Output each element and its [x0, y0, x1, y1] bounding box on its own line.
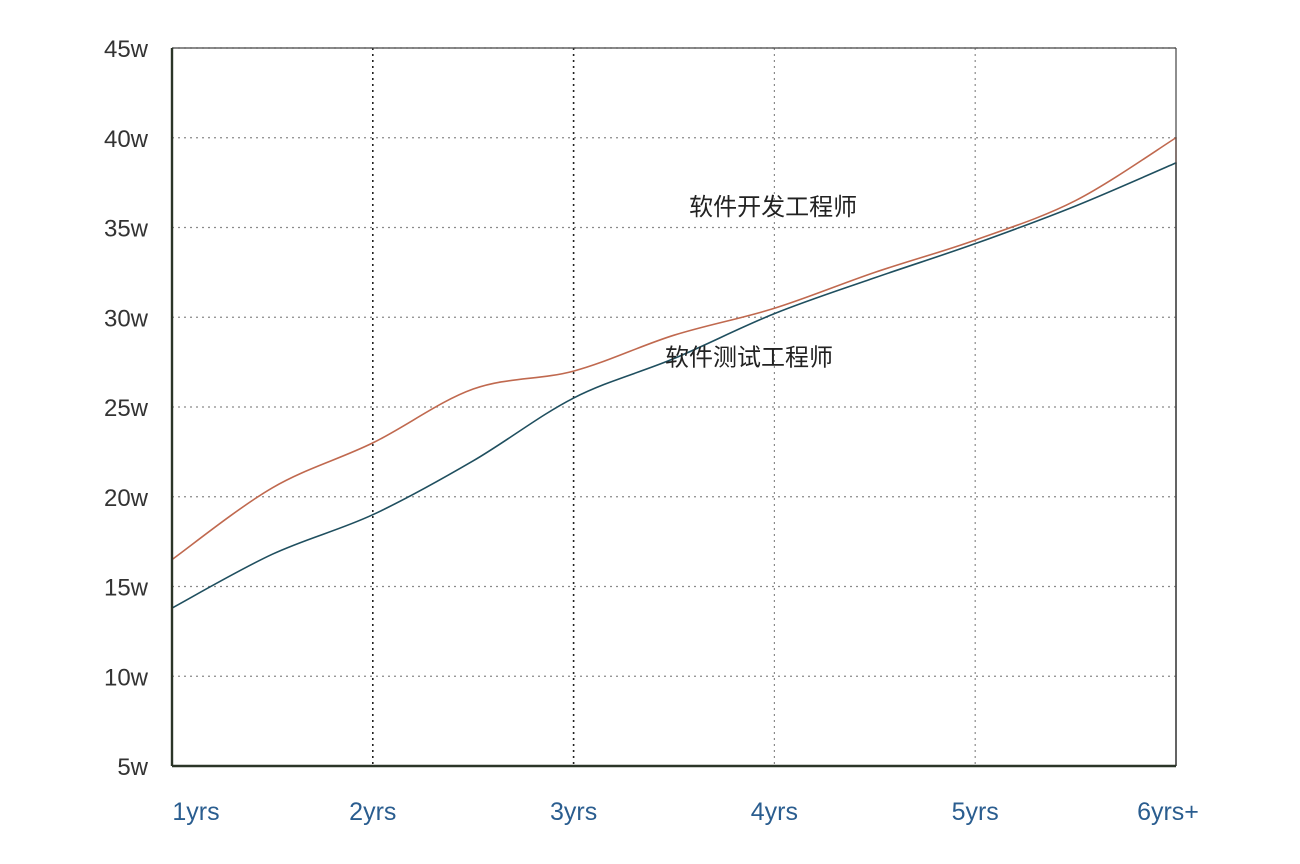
- x-tick-label: 2yrs: [349, 798, 396, 826]
- y-tick-label: 40w: [104, 126, 149, 153]
- y-tick-label: 10w: [104, 664, 149, 691]
- tick-layer: 5w 10w 15w 20w 25w 30w 35w 40w 45w 1yrs 2yrs 3yrs 4y…: [104, 36, 1199, 826]
- series-label-tester: 软件测试工程师: [665, 344, 833, 372]
- x-tick-label: 3yrs: [550, 798, 597, 826]
- series-label-developer: 软件开发工程师: [689, 193, 857, 221]
- series-line-tester: [171, 162, 1177, 609]
- x-tick-label: 1yrs: [172, 798, 219, 826]
- y-tick-label: 45w: [104, 36, 149, 63]
- x-tick-label: 5yrs: [952, 798, 999, 826]
- y-tick-label: 25w: [104, 395, 149, 422]
- y-tick-label: 15w: [104, 575, 149, 602]
- series-layer: [171, 136, 1177, 766]
- axis-layer: [170, 47, 1177, 768]
- y-tick-label: 35w: [104, 216, 149, 243]
- y-tick-label: 30w: [104, 305, 149, 332]
- y-tick-label: 20w: [104, 485, 149, 512]
- series-line-developer: [171, 136, 1177, 561]
- grid-layer: [172, 47, 1176, 766]
- x-tick-label: 6yrs+: [1137, 798, 1199, 826]
- y-tick-label: 5w: [117, 754, 148, 781]
- x-tick-label: 4yrs: [751, 798, 798, 826]
